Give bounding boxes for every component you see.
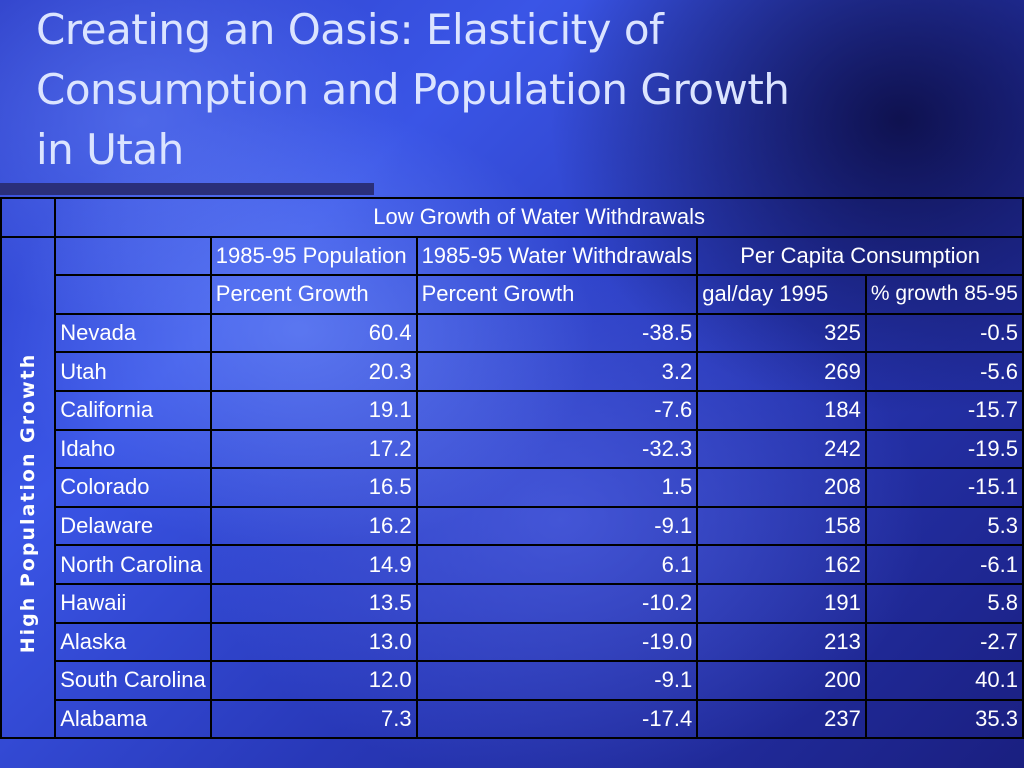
state-cell: Delaware xyxy=(54,505,212,547)
title-line-3: in Utah xyxy=(36,125,184,174)
population-growth-cell: 16.5 xyxy=(209,467,418,508)
corner-cell xyxy=(0,197,57,238)
state-cell: Hawaii xyxy=(54,582,212,624)
header-population-percent: Percent Growth xyxy=(209,274,418,315)
table-row: Alaska 13.0 -19.0 213 -2.7 xyxy=(1,621,1024,663)
consumption-growth-cell: 5.8 xyxy=(864,582,1024,624)
state-cell: Nevada xyxy=(54,312,212,354)
water-growth-cell: 1.5 xyxy=(415,467,699,508)
water-growth-cell: -17.4 xyxy=(415,698,699,740)
table-row: Delaware 16.2 -9.1 158 5.3 xyxy=(1,505,1024,547)
consumption-growth-cell: -19.5 xyxy=(864,428,1024,470)
gal-day-cell: 184 xyxy=(696,389,867,431)
row-group-label-cell xyxy=(0,235,57,740)
population-growth-cell: 20.3 xyxy=(209,351,418,392)
population-growth-cell: 19.1 xyxy=(209,389,418,431)
consumption-growth-cell: 40.1 xyxy=(864,660,1024,701)
table-row: North Carolina 14.9 6.1 162 -6.1 xyxy=(1,544,1024,585)
water-growth-cell: -38.5 xyxy=(415,312,699,354)
population-growth-cell: 60.4 xyxy=(209,312,418,354)
gal-day-cell: 213 xyxy=(696,621,867,663)
consumption-growth-cell: 35.3 xyxy=(864,698,1024,740)
table-row: Nevada 60.4 -38.5 325 -0.5 xyxy=(1,312,1024,354)
water-data-table: Low Growth of Water Withdrawals 1985-95 … xyxy=(0,197,1024,740)
gal-day-cell: 242 xyxy=(696,428,867,470)
gal-day-cell: 158 xyxy=(696,505,867,547)
consumption-growth-cell: -6.1 xyxy=(864,544,1024,585)
table-row: Utah 20.3 3.2 269 -5.6 xyxy=(1,351,1024,392)
population-growth-cell: 12.0 xyxy=(209,660,418,701)
state-cell: North Carolina xyxy=(54,544,212,585)
state-cell: Alabama xyxy=(54,698,212,740)
population-growth-cell: 14.9 xyxy=(209,544,418,585)
header-water: 1985-95 Water Withdrawals xyxy=(415,235,699,277)
population-growth-cell: 13.5 xyxy=(209,582,418,624)
state-cell: Colorado xyxy=(54,467,212,508)
consumption-growth-cell: -2.7 xyxy=(864,621,1024,663)
water-growth-cell: 3.2 xyxy=(415,351,699,392)
water-growth-cell: -9.1 xyxy=(415,660,699,701)
table-row: South Carolina 12.0 -9.1 200 40.1 xyxy=(1,660,1024,701)
gal-day-cell: 208 xyxy=(696,467,867,508)
table-row: Hawaii 13.5 -10.2 191 5.8 xyxy=(1,582,1024,624)
water-growth-cell: -19.0 xyxy=(415,621,699,663)
table-row: Alabama 7.3 -17.4 237 35.3 xyxy=(1,698,1024,740)
consumption-growth-cell: -15.7 xyxy=(864,389,1024,431)
gal-day-cell: 325 xyxy=(696,312,867,354)
gal-day-cell: 162 xyxy=(696,544,867,585)
column-group-header-row: Low Growth of Water Withdrawals xyxy=(0,197,1024,238)
header-row-1: 1985-95 Population 1985-95 Water Withdra… xyxy=(0,235,1024,740)
gal-day-cell: 191 xyxy=(696,582,867,624)
population-growth-cell: 7.3 xyxy=(209,698,418,740)
consumption-growth-cell: -15.1 xyxy=(864,467,1024,508)
row-group-label: High Population Growth xyxy=(0,238,56,768)
state-cell: South Carolina xyxy=(54,660,212,701)
state-cell: Idaho xyxy=(54,428,212,470)
header-row-2: Percent Growth Percent Growth gal/day 19… xyxy=(1,274,1024,315)
gal-day-cell: 269 xyxy=(696,351,867,392)
water-growth-cell: 6.1 xyxy=(415,544,699,585)
water-growth-cell: -7.6 xyxy=(415,389,699,431)
header-blank-cell-1 xyxy=(54,235,212,277)
gal-day-cell: 200 xyxy=(696,660,867,701)
header-per-capita: Per Capita Consumption xyxy=(696,235,1024,277)
consumption-growth-cell: 5.3 xyxy=(864,505,1024,547)
state-cell: Alaska xyxy=(54,621,212,663)
table-row: Colorado 16.5 1.5 208 -15.1 xyxy=(1,467,1024,508)
population-growth-cell: 13.0 xyxy=(209,621,418,663)
population-growth-cell: 17.2 xyxy=(209,428,418,470)
slide-title: Creating an Oasis: Elasticity of Consump… xyxy=(36,0,936,180)
row-group-label-text: High Population Growth xyxy=(17,352,39,654)
consumption-growth-cell: -5.6 xyxy=(864,351,1024,392)
state-cell: California xyxy=(54,389,212,431)
title-underline-bar xyxy=(0,183,374,195)
header-water-percent: Percent Growth xyxy=(415,274,699,315)
header-population: 1985-95 Population xyxy=(209,235,418,277)
header-blank-cell-2 xyxy=(54,274,212,315)
column-group-label: Low Growth of Water Withdrawals xyxy=(54,197,1024,238)
water-growth-cell: -9.1 xyxy=(415,505,699,547)
header-growth-85-95: % growth 85-95 xyxy=(864,274,1024,315)
title-line-1: Creating an Oasis: Elasticity of xyxy=(36,5,664,54)
table-row: Idaho 17.2 -32.3 242 -19.5 xyxy=(1,428,1024,470)
state-cell: Utah xyxy=(54,351,212,392)
consumption-growth-cell: -0.5 xyxy=(864,312,1024,354)
gal-day-cell: 237 xyxy=(696,698,867,740)
population-growth-cell: 16.2 xyxy=(209,505,418,547)
table-row: California 19.1 -7.6 184 -15.7 xyxy=(1,389,1024,431)
header-gal-day: gal/day 1995 xyxy=(696,274,867,315)
water-growth-cell: -10.2 xyxy=(415,582,699,624)
water-growth-cell: -32.3 xyxy=(415,428,699,470)
title-line-2: Consumption and Population Growth xyxy=(36,65,790,114)
